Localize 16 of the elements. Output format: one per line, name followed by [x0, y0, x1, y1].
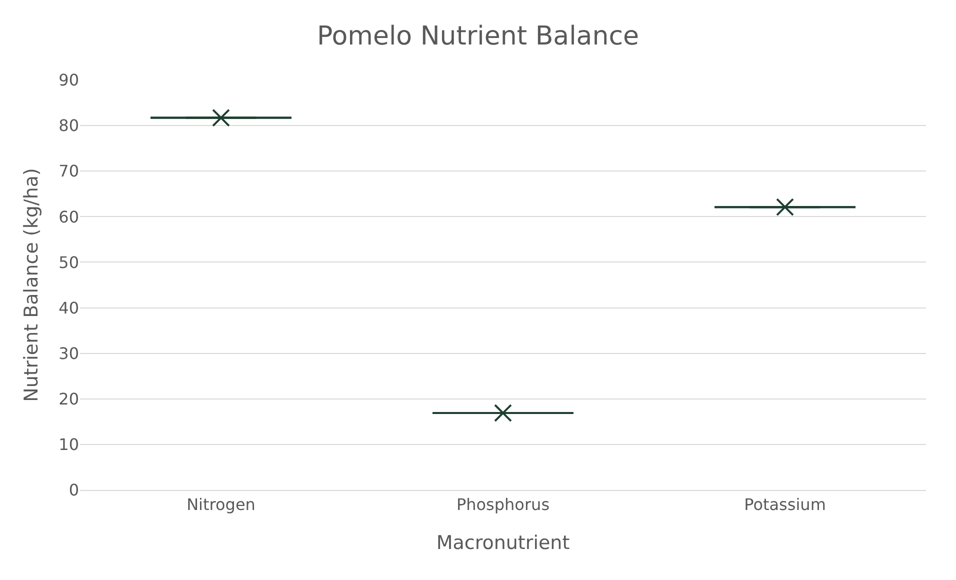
y-tick-label: 20 [58, 389, 79, 408]
y-tick-label: 40 [58, 298, 79, 318]
chart-title: Pomelo Nutrient Balance [316, 21, 640, 52]
x-axis-title: Macronutrient [436, 532, 570, 554]
y-tick-label: 90 [58, 70, 79, 90]
y-tick-label: 60 [58, 207, 79, 226]
x-tick-label: Potassium [744, 495, 826, 514]
y-tick-label: 50 [58, 252, 79, 272]
y-tick-label: 80 [58, 116, 79, 136]
y-axis-title: Nutrient Balance (kg/ha) [20, 168, 42, 402]
x-tick-label: Nitrogen [186, 495, 256, 514]
y-tick-label: 10 [58, 435, 79, 454]
y-tick-label: 70 [58, 162, 79, 181]
x-tick-label: Phosphorus [456, 495, 550, 514]
y-tick-label: 0 [68, 480, 79, 500]
y-tick-label: 30 [58, 344, 79, 363]
